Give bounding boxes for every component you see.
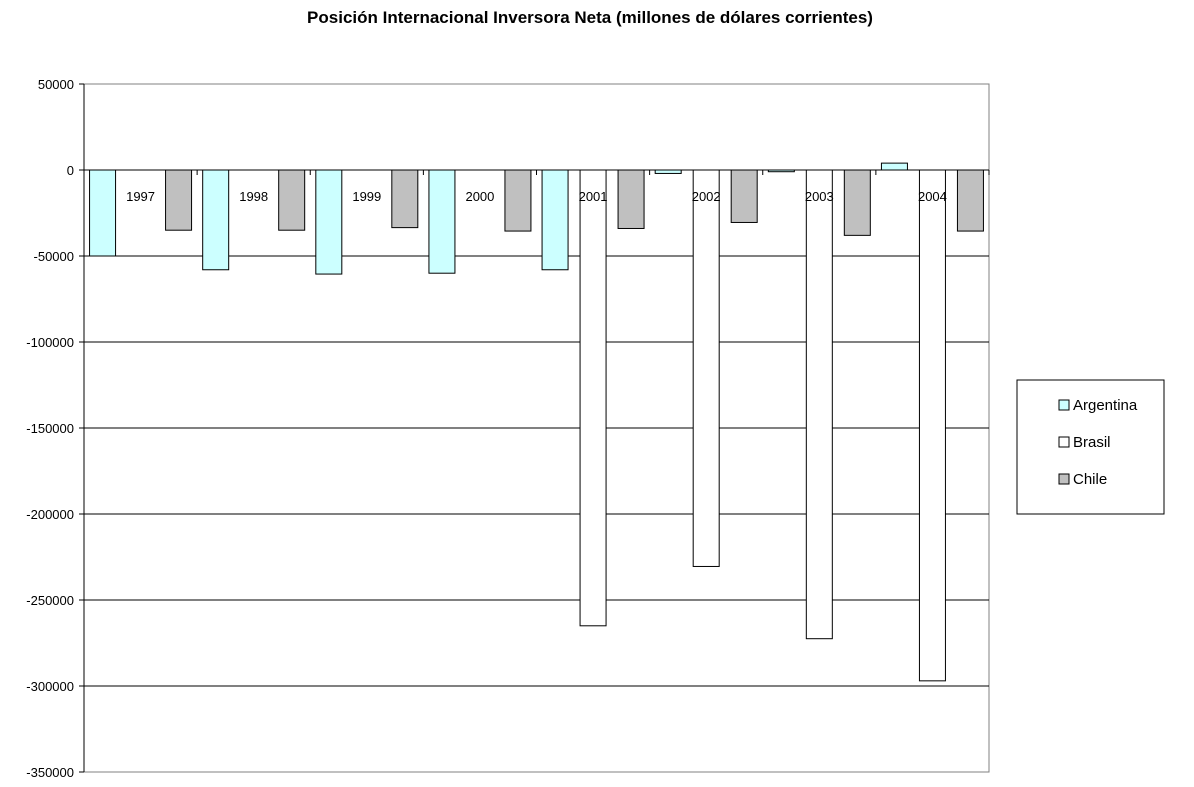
y-tick-label: 50000 [38, 77, 74, 92]
bar-argentina-1997 [89, 169, 117, 257]
x-tick-label: 2003 [805, 189, 834, 204]
y-tick-label: -300000 [26, 679, 74, 694]
x-tick-label: 1998 [239, 189, 268, 204]
y-tick-label: 0 [67, 163, 74, 178]
bar-chile-1998 [278, 169, 306, 231]
bars [89, 162, 984, 682]
legend-label-argentina: Argentina [1073, 397, 1138, 414]
bar-chile-1997 [165, 169, 193, 231]
chart-title: Posición Internacional Inversora Neta (m… [307, 8, 873, 27]
legend: Argentina Brasil Chile [1016, 379, 1165, 515]
x-tick-label: 1997 [126, 189, 155, 204]
bar-argentina-1999 [315, 169, 343, 275]
bar-chile-2001 [617, 169, 645, 229]
y-tick-label: -150000 [26, 421, 74, 436]
x-tick-label: 2001 [579, 189, 608, 204]
x-tick-label: 1999 [352, 189, 381, 204]
y-tick-label: -250000 [26, 593, 74, 608]
y-tick-label: -50000 [34, 249, 74, 264]
bar-chile-2000 [504, 169, 532, 232]
x-tick-label: 2000 [465, 189, 494, 204]
bar-brasil-2004 [918, 169, 946, 682]
x-tick-label: 2002 [692, 189, 721, 204]
y-tick-label: -350000 [26, 765, 74, 780]
bar-chile-2004 [956, 169, 984, 232]
bar-brasil-2001 [579, 169, 607, 627]
x-tick-label: 2004 [918, 189, 947, 204]
bar-brasil-2003 [805, 169, 833, 640]
legend-swatch-argentina [1058, 399, 1070, 411]
x-axis-ticks: 1997 1998 1999 2000 2001 2002 2003 2004 [126, 189, 947, 204]
bar-brasil-2002 [692, 169, 720, 567]
bar-chile-1999 [391, 169, 419, 229]
bar-argentina-2000 [428, 169, 456, 274]
legend-swatch-chile [1058, 473, 1070, 485]
bar-argentina-2004 [880, 162, 908, 171]
bar-argentina-2001 [541, 169, 569, 271]
legend-label-brasil: Brasil [1073, 434, 1111, 451]
legend-box [1016, 379, 1165, 515]
axes [79, 83, 990, 773]
y-tick-label: -100000 [26, 335, 74, 350]
bar-chile-2002 [730, 169, 758, 223]
bar-argentina-1998 [202, 169, 230, 271]
y-tick-label: -200000 [26, 507, 74, 522]
bar-argentina-2002 [654, 169, 682, 174]
legend-label-chile: Chile [1073, 471, 1107, 488]
bar-chile-2003 [843, 169, 871, 236]
legend-swatch-brasil [1058, 436, 1070, 448]
y-axis-ticks: 50000 0 -50000 -100000 -150000 -200000 -250000… [26, 77, 74, 780]
